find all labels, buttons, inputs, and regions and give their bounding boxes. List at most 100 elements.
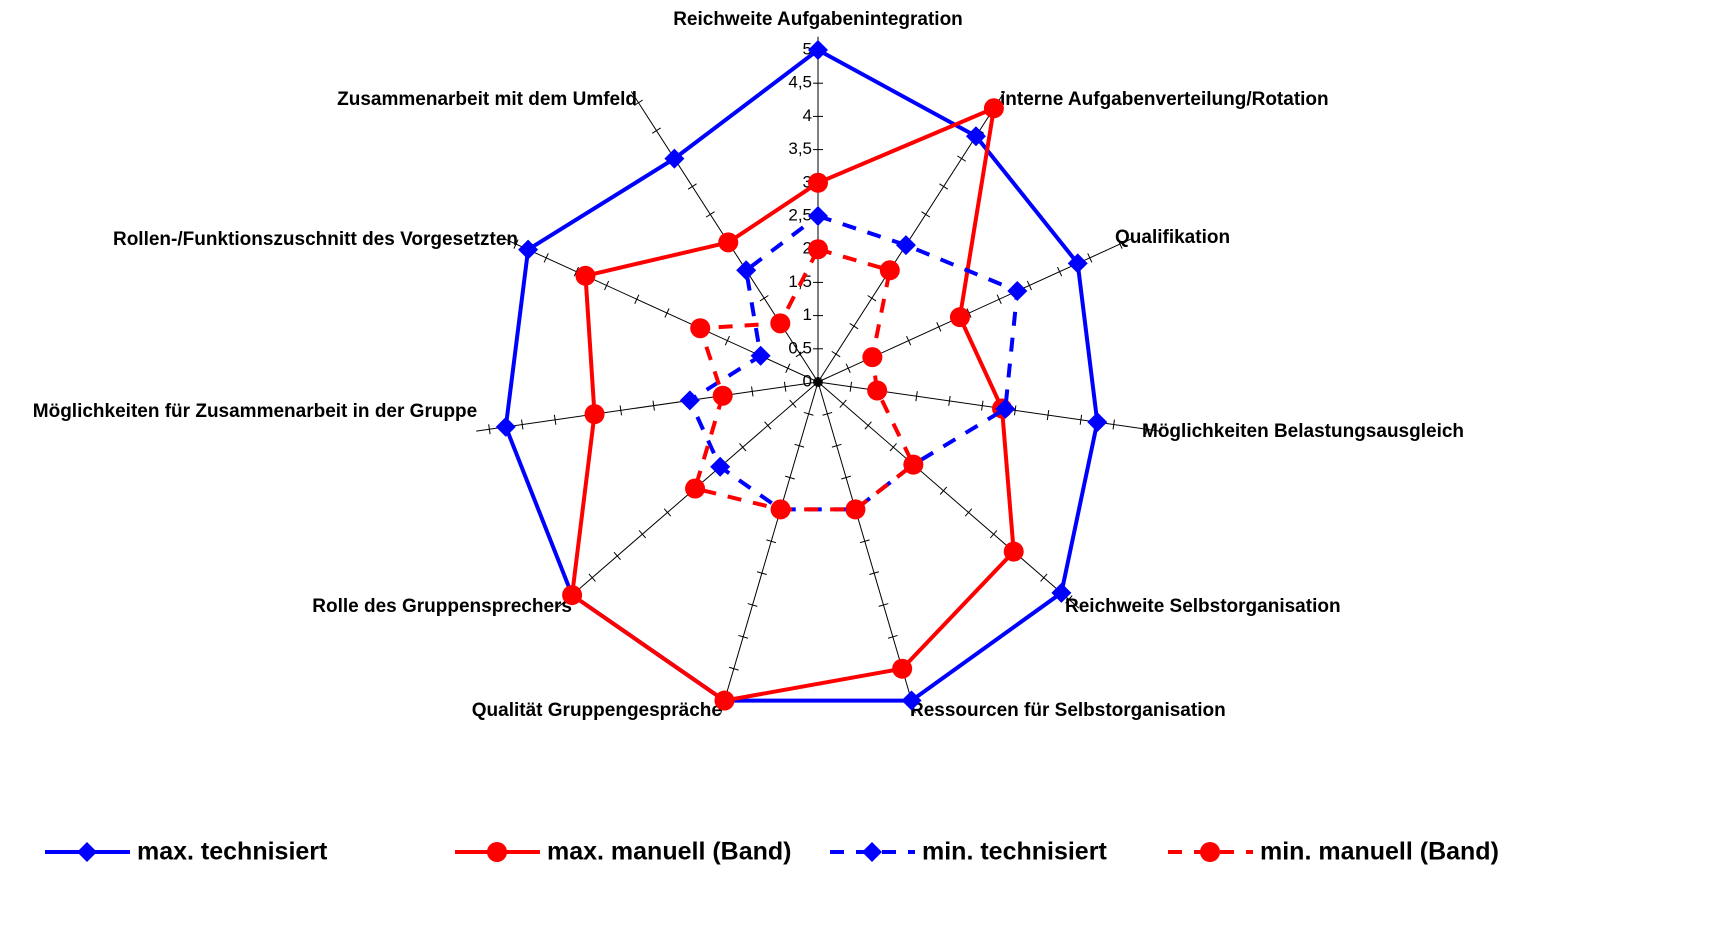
tick-mark	[638, 530, 647, 539]
tick-label: 4	[803, 106, 812, 125]
tick-mark	[756, 571, 767, 576]
data-point	[575, 265, 596, 286]
tick-mark	[1040, 573, 1048, 582]
tick-mark	[724, 335, 730, 346]
tick-mark	[553, 414, 557, 425]
tick-mark	[1087, 253, 1093, 263]
tick-mark	[785, 363, 791, 373]
data-point	[770, 313, 791, 334]
legend-marker	[487, 842, 507, 862]
data-point	[664, 148, 685, 169]
tick-label: 3	[803, 172, 812, 191]
data-point	[714, 690, 735, 711]
tick-mark	[989, 530, 998, 539]
tick-mark	[915, 391, 918, 402]
data-point	[1067, 253, 1088, 274]
tick-mark	[1065, 595, 1073, 604]
category-label: Qualifikation	[1115, 227, 1230, 248]
tick-mark	[1117, 239, 1123, 249]
category-label: Ressourcen für Selbstorganisation	[910, 700, 1226, 721]
tick-mark	[1112, 419, 1115, 430]
tick-mark	[1079, 414, 1083, 425]
axis-line	[720, 381, 819, 714]
tick-mark	[794, 443, 805, 448]
tick-label: 3,5	[788, 139, 812, 158]
tick-mark	[521, 419, 524, 430]
tick-mark	[864, 421, 872, 430]
category-label: Reichweite Selbstorganisation	[1065, 596, 1341, 617]
data-point	[808, 40, 828, 60]
tick-label: 1	[803, 305, 812, 324]
tick-mark	[948, 395, 951, 406]
tick-mark	[981, 400, 984, 411]
data-point	[718, 232, 739, 253]
tick-mark	[488, 424, 491, 435]
data-point	[710, 456, 731, 477]
tick-mark	[663, 508, 672, 517]
data-point	[808, 206, 828, 226]
data-point	[808, 172, 828, 193]
tick-mark	[839, 399, 847, 408]
legend-label: max. manuell (Band)	[547, 838, 792, 866]
tick-mark	[613, 551, 621, 561]
tick-mark	[513, 239, 519, 249]
tick-mark	[1013, 405, 1017, 416]
tick-mark	[764, 421, 772, 430]
tick-mark	[803, 411, 814, 416]
tick-mark	[634, 99, 643, 106]
data-point	[584, 404, 605, 425]
category-label: Rolle des Gruppensprechers	[312, 596, 572, 617]
tick-mark	[543, 253, 549, 263]
category-label: interne Aufgabenverteilung/Rotation	[1000, 89, 1329, 110]
data-point	[518, 239, 539, 260]
category-label: Möglichkeiten Belastungsausgleich	[1142, 421, 1464, 442]
legend-label: min. technisiert	[922, 838, 1107, 866]
data-point	[892, 658, 913, 679]
tick-mark	[1145, 424, 1148, 435]
tick-mark	[889, 443, 897, 452]
data-point	[685, 478, 706, 499]
data-point	[895, 235, 916, 256]
data-point	[679, 390, 700, 411]
tick-mark	[1057, 266, 1063, 277]
tick-mark	[789, 399, 797, 408]
data-point	[736, 260, 757, 281]
data-point	[770, 499, 791, 520]
data-point	[562, 585, 583, 606]
tick-mark	[1026, 280, 1032, 291]
axis-line	[817, 381, 916, 714]
series-line	[692, 246, 916, 512]
data-point	[903, 454, 924, 475]
tick-mark	[619, 405, 623, 416]
tick-mark	[651, 127, 661, 134]
tick-mark	[705, 211, 715, 218]
data-point	[965, 126, 986, 147]
tick-mark	[939, 183, 949, 190]
tick-mark	[813, 378, 823, 386]
tick-mark	[604, 280, 610, 291]
axis-line	[476, 381, 819, 432]
data-point	[808, 239, 828, 260]
category-label: Zusammenarbeit mit dem Umfeld	[337, 89, 637, 110]
tick-mark	[887, 634, 898, 639]
tick-mark	[687, 183, 697, 190]
tick-mark	[849, 323, 859, 330]
category-label: Reichweite Aufgabenintegration	[673, 9, 963, 30]
category-label: Qualität Gruppengespräche	[472, 700, 722, 721]
data-point	[750, 345, 771, 366]
series-line	[503, 47, 1100, 703]
tick-mark	[859, 539, 870, 544]
tick-mark	[759, 295, 769, 302]
data-point	[862, 347, 883, 368]
tick-label: 2	[803, 239, 812, 258]
data-point	[845, 499, 866, 520]
tick-mark	[785, 475, 795, 480]
tick-mark	[751, 386, 754, 397]
data-point	[1007, 280, 1028, 301]
tick-label: 2,5	[788, 205, 812, 224]
tick-mark	[588, 573, 596, 582]
series-line	[569, 105, 1016, 703]
tick-mark	[957, 155, 967, 162]
data-point	[1087, 412, 1108, 433]
data-point	[712, 385, 733, 406]
